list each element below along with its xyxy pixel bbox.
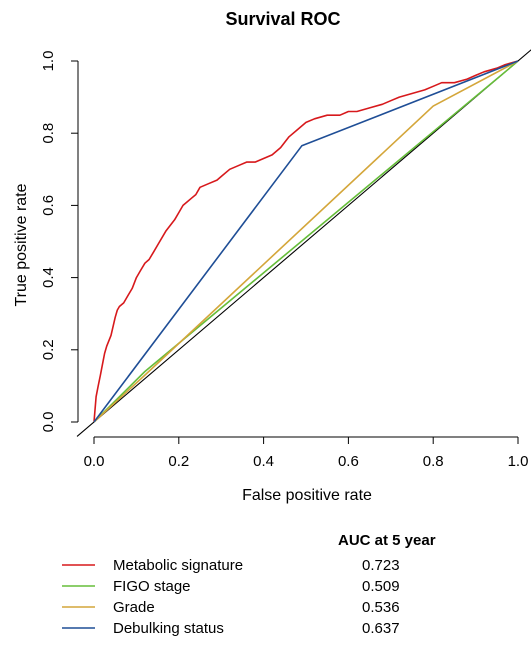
chart-title: Survival ROC [225,9,340,29]
y-tick-label: 0.0 [40,412,57,433]
legend: Metabolic signature 0.723 FIGO stage 0.509 G… [62,557,400,637]
legend-label: Grade [113,599,155,616]
y-tick-label: 0.6 [40,195,57,216]
y-ticks: 0.0 0.2 0.4 0.6 0.8 1.0 [40,51,78,433]
legend-header: AUC at 5 year [338,532,436,549]
x-tick-label: 0.6 [338,453,359,470]
y-tick-label: 0.4 [40,267,57,288]
x-ticks: 0.0 0.2 0.4 0.6 0.8 1.0 [84,437,529,470]
series-layer [76,49,531,437]
series-line-debulking-status [93,60,519,423]
y-axis-label: True positive rate [13,183,30,306]
series-line-grade [93,60,519,423]
series-line-figo-stage [93,60,519,423]
legend-label: FIGO stage [113,578,191,595]
x-tick-label: 1.0 [508,453,529,470]
legend-auc-value: 0.536 [362,599,400,616]
x-tick-label: 0.4 [253,453,274,470]
legend-label: Debulking status [113,620,224,637]
x-axis-label: False positive rate [242,487,372,504]
reference-diagonal-line [76,49,531,437]
y-tick-label: 1.0 [40,51,57,72]
y-tick-label: 0.2 [40,339,57,360]
x-tick-label: 0.8 [423,453,444,470]
y-tick-label: 0.8 [40,123,57,144]
x-tick-label: 0.2 [168,453,189,470]
legend-auc-value: 0.723 [362,557,400,574]
series-line-metabolic-signature [93,60,519,423]
legend-auc-value: 0.637 [362,620,400,637]
x-tick-label: 0.0 [84,453,105,470]
legend-label: Metabolic signature [113,557,243,574]
legend-auc-value: 0.509 [362,578,400,595]
plot-area: 0.0 0.2 0.4 0.6 0.8 1.0 0.0 0.2 0.4 0.6 0.8 1.0 [40,49,531,470]
